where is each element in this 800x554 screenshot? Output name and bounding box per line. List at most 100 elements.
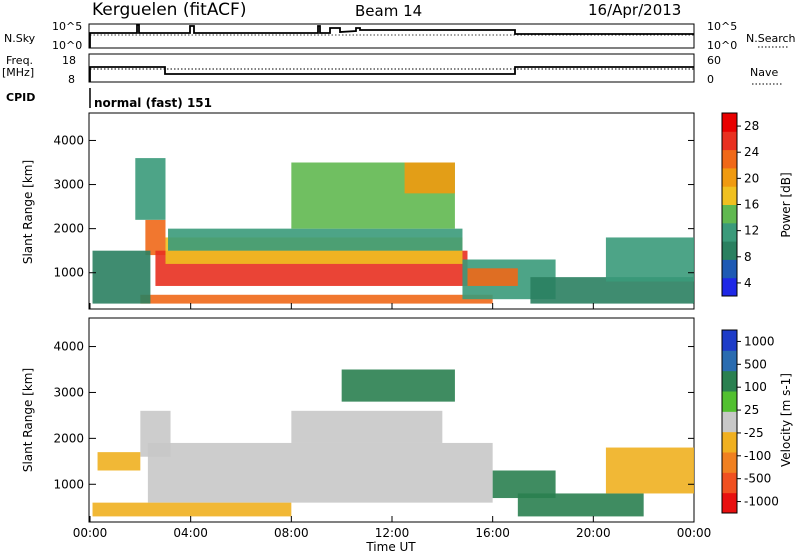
- freq-label-2: [MHz]: [2, 66, 34, 79]
- power-colorbar-swatches: [722, 113, 737, 297]
- vel-cbar-ticks-label-1: 500: [744, 357, 767, 371]
- x-axis-label: Time UT: [365, 540, 416, 554]
- velocity-panel: 1000 2000 3000 4000 Slant Range [km]: [21, 317, 695, 523]
- power-cbar-ticks-label-6: 4: [744, 276, 752, 290]
- power-cbar-ticks-label-4: 12: [744, 224, 759, 238]
- velocity-colorbar: 1000 500 100 25 -25 -100 -500 -1000 Velocity [m…: [721, 329, 793, 514]
- velocity-region-2: [291, 410, 443, 443]
- freq-right-tick-top: 60: [707, 54, 721, 67]
- nsky-tick-top: 10^5: [52, 20, 82, 33]
- velocity-region-7: [605, 447, 694, 494]
- power-cbar-ticks-label-5: 8: [744, 250, 752, 264]
- power-colorbar-label: Power [dB]: [779, 172, 793, 237]
- velocity-marks: [92, 369, 694, 517]
- velocity-ytick-label-4000: 4000: [53, 340, 84, 354]
- velocity-colorbar-frame: [721, 329, 738, 514]
- power-colorbar-ticks: 28 24 20 16 12 8 4: [737, 119, 759, 290]
- velocity-ytick-label-2000: 2000: [53, 431, 84, 445]
- nsky-label: N.Sky: [4, 32, 36, 45]
- beam-title: Beam 14: [355, 2, 422, 20]
- nsky-right-tick-bottom: 10^0: [707, 39, 737, 52]
- freq-label-1: Freq.: [6, 54, 33, 67]
- power-ytick-label-4000: 4000: [53, 133, 84, 147]
- power-y-ticks: 1000 2000 3000 4000: [53, 133, 694, 280]
- power-region-0: [140, 294, 493, 304]
- power-panel: 1000 2000 3000 4000 Slant Range [km]: [21, 112, 695, 310]
- vel-cbar-ticks-label-3: 25: [744, 403, 759, 417]
- date-title: 16/Apr/2013: [588, 1, 681, 19]
- xtick-label-3: 12:00: [375, 526, 410, 540]
- vel-cbar-ticks-label-5: -100: [744, 449, 771, 463]
- freq-panel: [88, 53, 695, 83]
- vel-cbar-ticks-label-7: -1000: [744, 495, 779, 509]
- power-cbar-swatch-0: [722, 277, 737, 297]
- vel-cbar-swatch-5: [722, 391, 737, 412]
- cpid-value: normal (fast) 151: [94, 96, 212, 110]
- velocity-colorbar-swatches: [722, 330, 737, 514]
- vel-cbar-swatch-0: [722, 492, 737, 514]
- power-ytick-label-2000: 2000: [53, 222, 84, 236]
- vel-cbar-swatch-2: [722, 452, 737, 473]
- power-cbar-ticks-label-2: 20: [744, 171, 759, 185]
- power-cbar-swatch-1: [722, 259, 737, 279]
- freq-tick-bottom: 8: [68, 73, 75, 86]
- xtick-label-0: 00:00: [73, 526, 108, 540]
- site-title: Kerguelen (fitACF): [92, 0, 246, 20]
- power-cbar-swatch-2: [722, 241, 737, 260]
- nsky-tick-bottom: 10^0: [52, 39, 82, 52]
- vel-cbar-ticks-label-4: -25: [744, 426, 764, 440]
- nave-label: Nave: [750, 66, 778, 79]
- vel-cbar-swatch-6: [722, 370, 737, 392]
- velocity-region-6: [341, 369, 455, 402]
- power-region-1: [145, 219, 166, 256]
- velocity-region-4: [517, 493, 644, 517]
- power-cbar-ticks-label-3: 16: [744, 198, 759, 212]
- freq-right-tick-bottom: 0: [707, 73, 714, 86]
- power-ytick-label-1000: 1000: [53, 266, 84, 280]
- velocity-region-3: [492, 470, 556, 499]
- vel-cbar-swatch-4: [722, 411, 737, 433]
- cpid-label: CPID: [6, 91, 35, 104]
- power-cbar-swatch-3: [722, 222, 737, 242]
- velocity-colorbar-ticks: 1000 500 100 25 -25 -100 -500 -1000: [737, 334, 779, 509]
- vel-cbar-ticks-label-2: 100: [744, 380, 767, 394]
- velocity-region-8: [92, 502, 292, 517]
- vel-cbar-swatch-1: [722, 472, 737, 494]
- xtick-label-4: 16:00: [475, 526, 510, 540]
- nsky-panel: [88, 23, 695, 49]
- velocity-ytick-label-1000: 1000: [53, 477, 84, 491]
- velocity-y-ticks: 1000 2000 3000 4000: [53, 340, 694, 491]
- vel-cbar-swatch-7: [722, 350, 737, 372]
- velocity-region-1: [140, 410, 171, 457]
- xtick-label-6: 00:00: [677, 526, 712, 540]
- power-ytick-label-3000: 3000: [53, 178, 84, 192]
- vel-cbar-ticks-label-6: -500: [744, 472, 771, 486]
- power-ylabel: Slant Range [km]: [21, 160, 35, 264]
- nsearch-label: N.Search: [746, 32, 796, 45]
- power-cbar-ticks-label-1: 24: [744, 145, 759, 159]
- freq-trace: [89, 66, 694, 82]
- freq-tick-top: 18: [62, 54, 76, 67]
- power-marks: [92, 158, 694, 304]
- velocity-region-5: [97, 452, 141, 471]
- power-cbar-swatch-6: [722, 167, 737, 187]
- power-region-4: [168, 228, 463, 251]
- vel-cbar-swatch-3: [722, 431, 737, 453]
- xtick-label-5: 20:00: [576, 526, 611, 540]
- velocity-region-0: [147, 442, 493, 503]
- xtick-label-1: 04:00: [173, 526, 208, 540]
- power-cbar-swatch-5: [722, 186, 737, 205]
- velocity-colorbar-label: Velocity [m s-1]: [779, 373, 793, 467]
- xtick-label-2: 08:00: [274, 526, 309, 540]
- power-colorbar: 28 24 20 16 12 8 4 Power [dB]: [721, 112, 793, 297]
- velocity-ylabel: Slant Range [km]: [21, 368, 35, 472]
- power-region-12: [605, 237, 694, 282]
- power-region-5: [92, 250, 151, 304]
- x-axis: 00:00 04:00 08:00 12:00 16:00 20:00 00:00: [73, 303, 712, 540]
- power-cbar-swatch-7: [722, 149, 737, 169]
- power-region-8: [404, 162, 455, 194]
- nsky-right-tick-top: 10^5: [707, 20, 737, 33]
- velocity-ytick-label-3000: 3000: [53, 385, 84, 399]
- vel-cbar-ticks-label-0: 1000: [744, 334, 775, 348]
- power-cbar-swatch-8: [722, 131, 737, 151]
